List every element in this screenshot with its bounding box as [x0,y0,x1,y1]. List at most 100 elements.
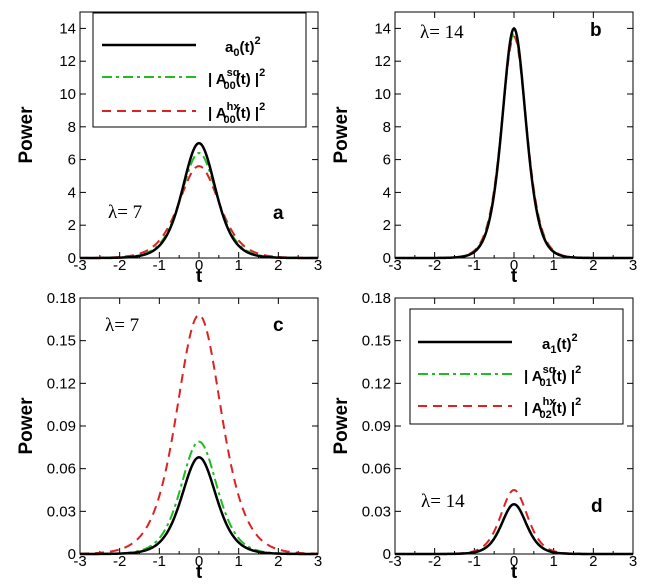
legend-d-label-3: | Ahx 02(t) |2 [524,396,581,421]
y-tick-label: 0 [68,250,76,267]
y-tick-label: 12 [59,53,76,70]
y-tick-label: 0 [383,250,391,267]
legend-a-label-1: a0(t)2 [225,35,261,59]
y-tick-label: 0 [68,546,76,563]
y-tick-label: 8 [68,119,76,136]
y-tick-label: 0.03 [47,503,76,520]
x-tick-label: -1 [153,257,166,274]
y-tick-label: 0.15 [362,333,391,350]
y-tick-label: 6 [383,152,391,169]
series-line-solid [395,26,633,260]
lambda-annotation: λ= 14 [420,22,464,43]
series-line-solid [395,502,633,556]
x-axis-title: t [196,266,203,287]
panel-c: -3 -2 -1 0 1 2 3 0 0.03 0.06 0.09 0.12 0.15 0.18 t Powe… [16,290,322,583]
y-tick-label: 10 [59,86,76,103]
x-tick-label: 2 [589,553,597,570]
y-tick-label: 2 [68,217,76,234]
plot-frame-b [394,11,634,259]
series-line-dashed [79,314,319,555]
y-tick-label: 10 [374,86,391,103]
y-tick-label: 12 [374,53,391,70]
lambda-annotation: λ= 7 [105,315,139,336]
x-tick-label: 2 [274,553,282,570]
legend-a-label-3: | Ahx 00(t) |2 [208,101,265,126]
y-tick-label: 0.06 [47,461,76,478]
x-tick-label: 2 [589,257,597,274]
legend-box-d [409,308,624,425]
legend-box-a [92,12,307,128]
x-tick-label: -2 [428,553,441,570]
y-tick-label: 0.18 [362,290,391,307]
series-line-dashdot [395,32,633,259]
legend-d-label-1: a1(t)2 [542,332,578,356]
x-tick-label: 0 [195,257,203,274]
series-line-dashdot [80,152,318,259]
legend-a-label-2: | Asq 00(t) |2 [208,67,265,92]
y-tick-label: 0.03 [362,503,391,520]
x-tick-label: -3 [388,553,401,570]
x-tick-label: 2 [274,257,282,274]
y-axis-title: Power [16,397,37,455]
panel-letter: a [273,203,284,224]
x-tick-label: 0 [510,553,518,570]
y-axis-title: Power [16,106,37,164]
y-axis-title: Power [331,106,352,164]
y-tick-label: 0.09 [362,418,391,435]
x-tick-label: 3 [629,553,637,570]
x-tick-label: -3 [388,257,401,274]
x-axis-title: t [511,266,518,287]
panel-letter: b [590,20,602,41]
x-tick-label: -3 [73,553,86,570]
lambda-annotation: λ= 7 [108,202,142,223]
x-axis-title: t [196,562,203,583]
y-tick-label: 6 [68,152,76,169]
x-tick-label: 1 [234,553,242,570]
x-tick-label: 1 [549,553,557,570]
legend-panel-a: a0(t)2 | Asq 00(t) |2 | Ahx 00(t) |2 [92,12,307,128]
series-line-solid [80,456,318,556]
x-tick-label: -1 [468,553,481,570]
y-tick-label: 0.12 [47,375,76,392]
plot-frame-c [79,297,319,555]
x-tick-label: -1 [153,553,166,570]
y-tick-label: 14 [59,20,76,37]
x-tick-label: -1 [468,257,481,274]
y-tick-label: 0.15 [47,333,76,350]
series-line-dashed [395,35,633,259]
x-axis-title: t [511,562,518,583]
y-tick-label: 0.06 [362,461,391,478]
x-tick-label: -2 [113,553,126,570]
x-tick-label: -2 [428,257,441,274]
x-tick-label: 3 [629,257,637,274]
y-tick-label: 2 [383,217,391,234]
y-tick-label: 8 [383,119,391,136]
x-tick-label: 0 [195,553,203,570]
y-tick-label: 4 [68,184,76,201]
x-tick-label: 3 [314,257,322,274]
panel-d: -3 -2 -1 0 1 2 3 0 0.03 0.06 0.09 0.12 0.15 0.18 t Powe… [331,290,637,583]
legend-panel-d: a1(t)2 | Asq 01(t) |2 | Ahx 02(t) |2 [409,308,624,425]
lambda-annotation: λ= 14 [421,491,465,512]
y-tick-label: 0.18 [47,290,76,307]
y-tick-label: 0.09 [47,418,76,435]
x-tick-label: -2 [113,257,126,274]
y-tick-label: 14 [374,20,391,37]
panel-letter: c [273,315,284,336]
y-axis-title: Power [331,397,352,455]
y-tick-label: 0 [383,546,391,563]
panel-letter: d [591,496,603,517]
x-tick-label: 3 [314,553,322,570]
y-tick-label: 0.12 [362,375,391,392]
x-tick-label: 1 [234,257,242,274]
legend-d-label-2: | Asq 01(t) |2 [524,364,581,389]
x-tick-label: -3 [73,257,86,274]
y-tick-label: 4 [383,184,391,201]
x-tick-label: 1 [549,257,557,274]
series-line-dashed [79,165,319,259]
x-tick-label: 0 [510,257,518,274]
series-line-solid [80,141,318,260]
